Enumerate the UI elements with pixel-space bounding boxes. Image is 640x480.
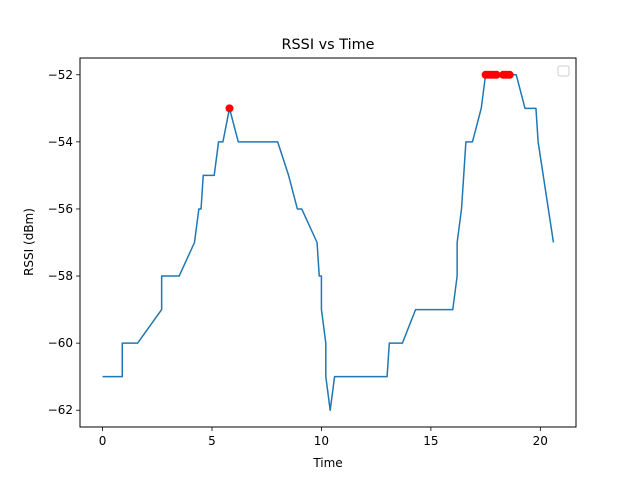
y-tick-label: −60 (48, 336, 73, 350)
peak-point (225, 104, 234, 113)
x-tick-label: 15 (423, 434, 438, 448)
y-tick-label: −58 (48, 269, 73, 283)
x-tick-label: 20 (533, 434, 548, 448)
y-ticks: −62 −60 −58 −56 −54 −52 (48, 68, 80, 417)
y-axis-label: RSSI (dBm) (22, 208, 36, 276)
x-tick-label: 10 (314, 434, 329, 448)
x-axis-label: Time (312, 456, 342, 470)
peak-point (505, 70, 514, 79)
x-ticks: 0 5 10 15 20 (99, 427, 548, 448)
y-tick-label: −62 (48, 403, 73, 417)
scatter-layer (225, 70, 514, 113)
legend-box (557, 65, 570, 77)
peak-point (492, 70, 501, 79)
y-tick-label: −56 (48, 202, 73, 216)
rssi-line (102, 74, 555, 411)
x-tick-label: 5 (208, 434, 216, 448)
plot-frame (79, 57, 577, 428)
y-tick-label: −52 (48, 68, 73, 82)
plot-area (80, 58, 576, 427)
chart-title: RSSI vs Time (282, 37, 375, 53)
x-tick-label: 0 (99, 434, 107, 448)
y-tick-label: −54 (48, 135, 73, 149)
series-layer (102, 74, 555, 411)
